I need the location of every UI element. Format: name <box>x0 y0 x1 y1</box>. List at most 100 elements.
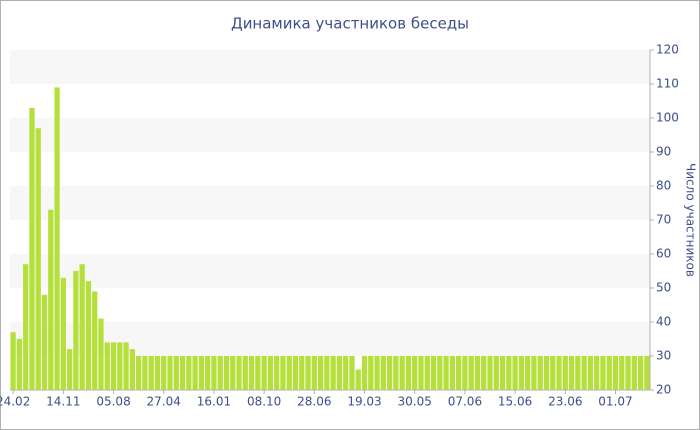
bar <box>92 291 98 390</box>
bar <box>104 342 110 390</box>
bar <box>430 356 437 390</box>
bar <box>274 356 280 390</box>
bar <box>587 356 594 390</box>
bar <box>399 356 405 390</box>
x-tick-label: 30.05 <box>398 395 432 409</box>
bar <box>386 356 393 390</box>
bar <box>292 356 299 390</box>
bar <box>493 356 499 390</box>
bar <box>455 356 462 390</box>
bar <box>198 356 205 390</box>
bar <box>255 356 261 390</box>
x-tick-label: 15.06 <box>498 395 532 409</box>
bar <box>361 356 368 390</box>
bar <box>374 356 380 390</box>
bar <box>173 356 179 390</box>
bar <box>98 318 104 390</box>
bar <box>556 356 562 390</box>
bar <box>23 264 29 390</box>
bar <box>512 356 518 390</box>
bar <box>73 271 79 390</box>
bar <box>518 356 525 390</box>
x-tick-label: 05.08 <box>96 395 130 409</box>
bar <box>380 356 386 390</box>
bar <box>85 281 92 390</box>
x-tick-label: 19.03 <box>347 395 381 409</box>
bar <box>581 356 587 390</box>
grid-band <box>10 322 650 356</box>
y-tick-label: 110 <box>656 77 679 91</box>
bar <box>35 128 41 390</box>
bar <box>186 356 192 390</box>
bar <box>412 356 418 390</box>
bar <box>443 356 449 390</box>
bar <box>317 356 324 390</box>
y-tick-label: 60 <box>656 247 671 261</box>
grid-band <box>10 118 650 152</box>
bar <box>242 356 248 390</box>
chart-title: Динамика участников беседы <box>231 15 469 33</box>
x-tick-label: 28.06 <box>297 395 331 409</box>
bar <box>405 356 412 390</box>
bar <box>543 356 550 390</box>
bar <box>575 356 581 390</box>
bar <box>637 356 644 390</box>
bar <box>537 356 543 390</box>
bar <box>10 332 16 390</box>
bar <box>211 356 217 390</box>
bar <box>142 356 148 390</box>
bar <box>619 356 625 390</box>
bar <box>267 356 274 390</box>
bar <box>117 342 123 390</box>
bar <box>179 356 186 390</box>
bar <box>41 294 48 390</box>
bar <box>468 356 474 390</box>
bar <box>487 356 493 390</box>
bar <box>248 356 255 390</box>
bar <box>48 209 54 390</box>
y-tick-label: 120 <box>656 43 679 57</box>
bar <box>449 356 455 390</box>
y-tick-label: 70 <box>656 213 671 227</box>
bar <box>66 349 73 390</box>
bar <box>531 356 537 390</box>
bar <box>110 342 117 390</box>
bar <box>349 356 355 390</box>
bar <box>311 356 317 390</box>
bar <box>192 356 198 390</box>
bar <box>236 356 242 390</box>
bar <box>161 356 167 390</box>
bar <box>305 356 311 390</box>
y-tick-label: 20 <box>656 383 671 397</box>
bar <box>135 356 142 390</box>
bar <box>499 356 506 390</box>
bar <box>368 356 374 390</box>
x-tick-label: 16.01 <box>197 395 231 409</box>
bar <box>29 107 35 391</box>
y-tick-label: 30 <box>656 349 671 363</box>
bar <box>600 356 606 390</box>
bar <box>481 356 487 390</box>
y-tick-label: 90 <box>656 145 671 159</box>
bar <box>129 349 135 390</box>
bar <box>474 356 481 390</box>
bar <box>154 356 161 390</box>
bar <box>60 277 66 390</box>
y-tick-label: 50 <box>656 281 671 295</box>
grid-band <box>10 254 650 288</box>
bar <box>462 356 468 390</box>
bar <box>594 356 600 390</box>
bar <box>223 356 230 390</box>
bar <box>286 356 292 390</box>
bar <box>330 356 336 390</box>
bar <box>336 356 343 390</box>
bar <box>217 356 223 390</box>
grid-band <box>10 50 650 84</box>
bar <box>16 339 23 390</box>
grid-band <box>10 186 650 220</box>
bar <box>280 356 286 390</box>
bar <box>424 356 430 390</box>
x-tick-label: 07.06 <box>448 395 482 409</box>
bar <box>550 356 556 390</box>
bar <box>631 356 637 390</box>
